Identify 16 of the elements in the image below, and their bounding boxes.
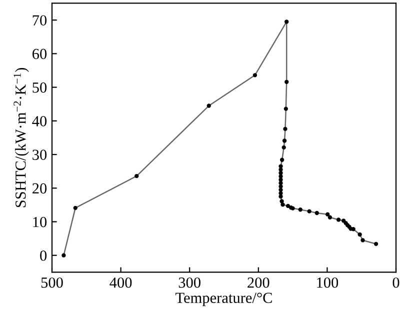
y-tick-label: 0: [40, 250, 47, 261]
y-tick-label: 40: [32, 116, 47, 126]
y-tick-label: 30: [32, 150, 47, 160]
x-tick-label: 300: [178, 277, 200, 288]
x-axis-title: Temperature/°C: [176, 292, 272, 306]
y-tick-label: 10: [33, 216, 47, 228]
y-tick-label: 70: [32, 15, 47, 26]
x-tick-label: 400: [110, 277, 132, 288]
x-tick-label: 500: [41, 277, 63, 288]
x-tick-label: 0: [392, 277, 400, 288]
y-tick-label: 50: [32, 82, 47, 93]
x-tick-label: 100: [317, 277, 338, 288]
x-tick-label: 200: [248, 277, 270, 288]
y-tick-label: 20: [32, 183, 47, 194]
y-tick-label: 60: [32, 48, 47, 60]
y-axis-title: SSHTC/(kW·m$^{−2}$·K$^{−1}$): [14, 68, 29, 208]
